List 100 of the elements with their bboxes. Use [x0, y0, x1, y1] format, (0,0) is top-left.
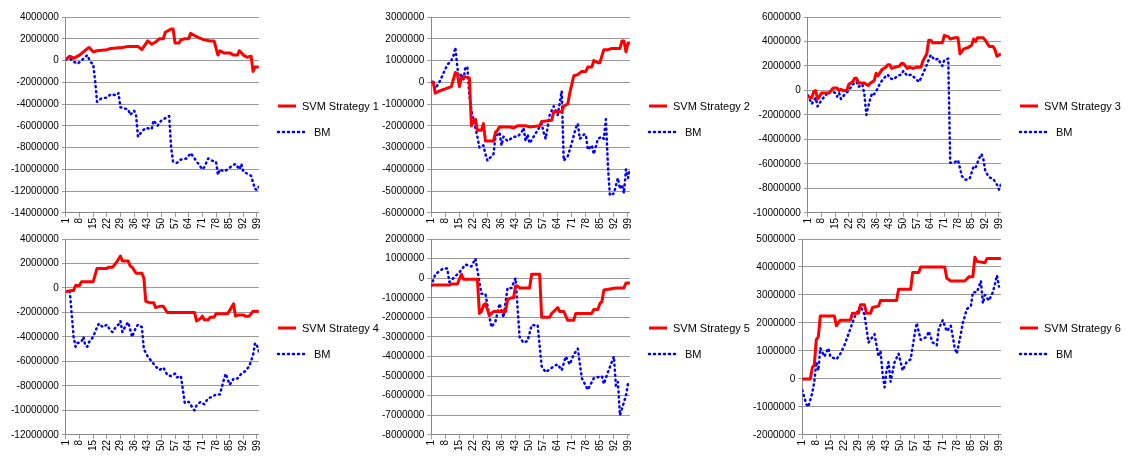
x-tick-label: 29	[481, 217, 493, 229]
x-tick-label: 15	[828, 217, 840, 229]
y-tick-label: -6000000	[16, 355, 60, 367]
x-tick-label: 71	[196, 439, 208, 451]
x-tick-label: 99	[250, 217, 262, 229]
x-tick-label: 29	[114, 217, 126, 229]
x-tick-label: 99	[621, 439, 633, 451]
y-tick-label: 2000000	[385, 32, 425, 44]
x-tick-label: 1	[801, 217, 813, 224]
x-tick-label: 92	[979, 217, 991, 229]
x-tick-label: 43	[141, 217, 153, 229]
x-tick-label: 15	[86, 439, 98, 451]
x-tick-label: 85	[964, 439, 976, 451]
y-tick-label: 0	[53, 54, 60, 66]
legend-label: BM	[1056, 126, 1073, 138]
x-tick-label: 43	[141, 439, 153, 451]
y-tick-label: -4000000	[382, 163, 425, 175]
y-tick-label: -3000000	[382, 141, 425, 153]
x-tick-label: 50	[155, 217, 167, 229]
y-tick-label: -12000000	[10, 184, 60, 196]
x-tick-label: 57	[168, 439, 180, 451]
x-tick-label: 50	[894, 439, 906, 451]
x-tick-label: 57	[910, 217, 922, 229]
x-tick-label: 78	[579, 439, 591, 451]
x-tick-label: 57	[537, 217, 549, 229]
y-tick-label: -10000000	[10, 404, 60, 416]
y-tick-label: -2000000	[382, 119, 425, 131]
x-tick-label: 71	[565, 217, 577, 229]
x-tick-label: 22	[100, 217, 112, 229]
y-tick-label: -1000000	[382, 97, 425, 109]
x-tick-label: 8	[73, 217, 85, 224]
x-tick-label: 22	[842, 217, 854, 229]
y-tick-label: -7000000	[382, 409, 425, 421]
y-tick-label: 4000000	[756, 260, 796, 272]
y-tick-label: -8000000	[16, 141, 60, 153]
legend-label: SVM Strategy 2	[672, 100, 750, 112]
x-tick-label: 50	[897, 217, 909, 229]
y-tick-label: -8000000	[758, 182, 802, 194]
y-tick-label: -6000000	[758, 157, 802, 169]
x-tick-label: 64	[182, 439, 194, 451]
x-tick-label: 92	[607, 217, 619, 229]
x-tick-label: 8	[439, 217, 451, 224]
x-tick-label: 43	[883, 217, 895, 229]
x-tick-label: 36	[495, 217, 507, 229]
x-tick-label: 57	[908, 439, 920, 451]
y-tick-label: -4000000	[758, 133, 802, 145]
x-tick-label: 8	[439, 439, 451, 446]
y-tick-label: -8000000	[382, 428, 425, 440]
y-tick-label: 0	[418, 76, 425, 88]
y-tick-label: -5000000	[382, 369, 425, 381]
x-tick-label: 78	[951, 217, 963, 229]
y-tick-label: 2000000	[385, 232, 425, 244]
x-tick-label: 92	[607, 439, 619, 451]
y-tick-label: 0	[789, 372, 796, 384]
x-tick-label: 1	[796, 439, 808, 446]
x-tick-label: 64	[922, 439, 934, 451]
x-tick-label: 22	[467, 217, 479, 229]
x-tick-label: 8	[73, 439, 85, 446]
line-series	[807, 53, 1001, 191]
x-tick-label: 43	[880, 439, 892, 451]
y-tick-label: -2000000	[16, 306, 60, 318]
x-tick-label: 71	[565, 439, 577, 451]
legend-label: BM	[685, 126, 702, 138]
y-tick-label: 2000000	[19, 32, 60, 44]
legend-label: BM	[1056, 348, 1073, 360]
legend-label: SVM Strategy 5	[672, 322, 750, 334]
y-tick-label: -6000000	[16, 119, 60, 131]
legend-label: SVM Strategy 3	[1043, 100, 1121, 112]
legend-label: BM	[685, 348, 702, 360]
y-tick-label: -10000000	[10, 163, 60, 175]
x-tick-label: 29	[852, 439, 864, 451]
y-tick-label: 5000000	[756, 232, 796, 244]
x-tick-label: 50	[523, 439, 535, 451]
x-tick-label: 43	[509, 217, 521, 229]
y-tick-label: -4000000	[382, 350, 425, 362]
x-tick-label: 50	[155, 439, 167, 451]
y-tick-label: 2000000	[19, 257, 60, 269]
x-tick-label: 78	[209, 439, 221, 451]
x-tick-label: 15	[824, 439, 836, 451]
x-tick-label: 43	[509, 439, 521, 451]
x-tick-label: 15	[453, 217, 465, 229]
x-tick-label: 64	[182, 217, 194, 229]
y-tick-label: -3000000	[382, 330, 425, 342]
x-tick-label: 36	[866, 439, 878, 451]
x-tick-label: 99	[992, 439, 1004, 451]
x-tick-label: 78	[950, 439, 962, 451]
y-tick-label: -6000000	[382, 206, 425, 218]
x-tick-label: 92	[237, 439, 249, 451]
y-tick-label: -4000000	[16, 330, 60, 342]
y-tick-label: 1000000	[756, 344, 796, 356]
x-tick-label: 85	[593, 439, 605, 451]
y-tick-label: -2000000	[758, 108, 802, 120]
y-tick-label: 0	[795, 84, 802, 96]
x-tick-label: 92	[237, 217, 249, 229]
x-tick-label: 36	[869, 217, 881, 229]
x-tick-label: 36	[127, 439, 139, 451]
y-tick-label: 4000000	[761, 35, 802, 47]
x-tick-label: 71	[936, 439, 948, 451]
x-tick-label: 71	[938, 217, 950, 229]
x-tick-label: 99	[250, 439, 262, 451]
